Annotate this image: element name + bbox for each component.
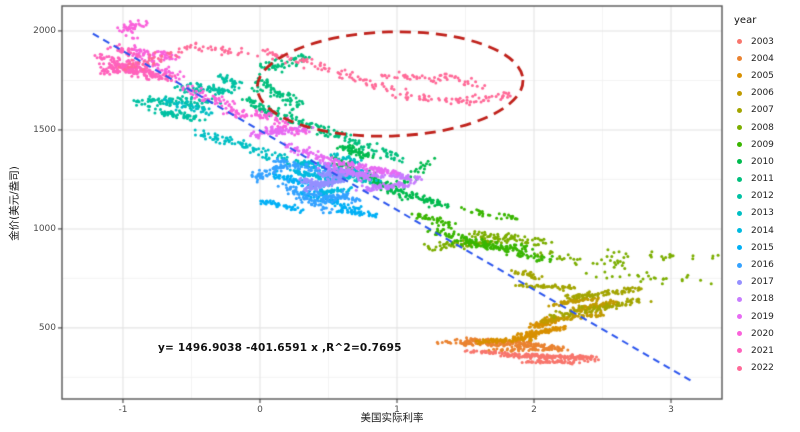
legend-item-label: 2008: [751, 122, 774, 133]
legend-dot-2022: [737, 365, 742, 371]
legend-item-2022: 2022: [733, 360, 797, 377]
y-tick-label-1500: 1500: [33, 124, 56, 135]
legend-item-2011: 2011: [733, 171, 797, 188]
legend-item-2019: 2019: [733, 308, 797, 325]
x-tick-label--1: -1: [118, 405, 128, 415]
legend-dot-2012: [737, 193, 742, 199]
legend-dot-2003: [737, 39, 742, 45]
x-axis-title: 美国实际利率: [360, 412, 424, 424]
legend-dot-2021: [737, 348, 742, 354]
legend-item-2004: 2004: [733, 50, 797, 67]
legend-item-2012: 2012: [733, 188, 797, 205]
y-tick-label-500: 500: [38, 322, 56, 333]
legend-item-label: 2021: [751, 345, 774, 356]
legend-item-2015: 2015: [733, 239, 797, 256]
legend-item-label: 2022: [751, 363, 774, 374]
legend-dot-2005: [737, 73, 742, 79]
legend-item-2014: 2014: [733, 222, 797, 239]
x-tick-label-2: 2: [531, 405, 537, 415]
legend-item-label: 2020: [751, 328, 774, 339]
legend-item-label: 2014: [751, 225, 774, 236]
legend-item-label: 2004: [751, 53, 774, 64]
legend-title: year: [734, 15, 757, 26]
legend-dot-2020: [737, 331, 742, 337]
legend-item-2010: 2010: [733, 153, 797, 170]
legend-items: 2003 2004 2005 2006 2007 2008 2009 2010 2011 2012…: [733, 33, 797, 377]
y-tick-label-1000: 1000: [33, 223, 56, 234]
legend-item-label: 2005: [751, 70, 774, 81]
legend-dot-2013: [737, 210, 742, 216]
legend-dot-2019: [737, 314, 742, 320]
legend-dot-2011: [737, 176, 742, 182]
legend-item-label: 2019: [751, 311, 774, 322]
legend-item-label: 2010: [751, 156, 774, 167]
legend-dot-2014: [737, 228, 742, 234]
y-tick-label-2000: 2000: [33, 25, 56, 36]
legend-dot-2007: [737, 107, 742, 113]
legend-item-label: 2003: [751, 36, 774, 47]
legend-dot-2010: [737, 159, 742, 165]
legend-dot-2008: [737, 125, 742, 131]
legend-dot-2004: [737, 56, 742, 62]
legend-dot-2018: [737, 296, 742, 302]
legend-item-2005: 2005: [733, 67, 797, 84]
legend-dot-2017: [737, 279, 742, 285]
legend: year 2003 2004 2005 2006 2007 2008 2009 2010 201…: [733, 15, 797, 377]
legend-dot-2009: [737, 142, 742, 148]
x-tick-label-0: 0: [257, 405, 263, 415]
legend-item-2016: 2016: [733, 256, 797, 273]
legend-item-2020: 2020: [733, 325, 797, 342]
legend-item-2017: 2017: [733, 274, 797, 291]
legend-item-label: 2006: [751, 88, 774, 99]
legend-item-label: 2011: [751, 174, 774, 185]
y-axis-title: 金价(美元/盎司): [8, 166, 21, 241]
legend-item-2008: 2008: [733, 119, 797, 136]
legend-item-label: 2012: [751, 191, 774, 202]
legend-item-2006: 2006: [733, 85, 797, 102]
regression-equation-annotation: y= 1496.9038 -401.6591 x ,R^2=0.7695: [158, 342, 402, 354]
x-tick-label-1: 1: [394, 405, 400, 415]
legend-item-2003: 2003: [733, 33, 797, 50]
legend-item-label: 2018: [751, 294, 774, 305]
legend-item-2007: 2007: [733, 102, 797, 119]
x-tick-label-3: 3: [668, 405, 674, 415]
legend-dot-2016: [737, 262, 742, 268]
legend-item-label: 2015: [751, 242, 774, 253]
legend-dot-2015: [737, 245, 742, 251]
legend-item-label: 2013: [751, 208, 774, 219]
legend-item-2021: 2021: [733, 342, 797, 359]
legend-item-2018: 2018: [733, 291, 797, 308]
legend-item-2013: 2013: [733, 205, 797, 222]
legend-item-label: 2009: [751, 139, 774, 150]
legend-item-2009: 2009: [733, 136, 797, 153]
legend-item-label: 2007: [751, 105, 774, 116]
legend-item-label: 2017: [751, 277, 774, 288]
legend-dot-2006: [737, 90, 742, 96]
legend-item-label: 2016: [751, 260, 774, 271]
